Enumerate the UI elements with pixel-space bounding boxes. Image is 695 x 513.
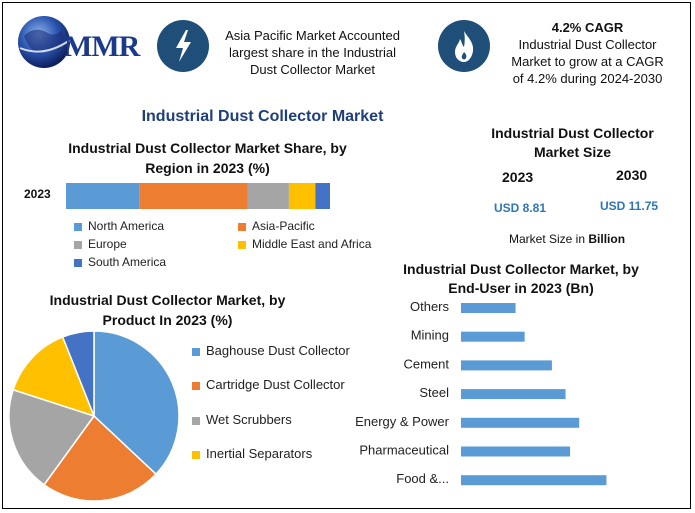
- pie-slice-inertial-separators: [12, 335, 96, 418]
- legend-label: Cartridge Dust Collector: [206, 377, 345, 392]
- pie-slice-baghouse-dust-collector: [93, 330, 180, 476]
- enduser-category-label: Energy & Power: [355, 414, 450, 429]
- enduser-chart-title-line: End-User in 2023 (Bn): [448, 280, 594, 296]
- legend-middle-east-africa: Middle East and Africa: [238, 237, 371, 251]
- legend-north-america: North America: [74, 219, 164, 233]
- market-value-2030: USD 11.75: [600, 199, 659, 213]
- region-segment-europe: [247, 183, 289, 209]
- legend-label: Baghouse Dust Collector: [206, 343, 350, 358]
- legend-asia-pacific: Asia-Pacific: [238, 219, 315, 233]
- legend-south-america: South America: [74, 255, 166, 269]
- enduser-bar-others: [461, 303, 516, 313]
- market-size-note-unit: Billion: [588, 232, 626, 246]
- legend-cartridge: Cartridge Dust Collector: [192, 377, 345, 392]
- legend-swatch: [192, 450, 200, 459]
- info1-line: largest share in the Industrial: [229, 45, 396, 60]
- region-segment-asia-pacific: [139, 183, 248, 209]
- region-bar-category-label: 2023: [24, 187, 51, 201]
- region-segment-middle-east-and-africa: [288, 183, 316, 209]
- info1-line: Dust Collector Market: [250, 62, 375, 77]
- legend-swatch: [192, 347, 200, 356]
- enduser-bar-food-: [461, 475, 607, 486]
- enduser-bar-cement: [461, 360, 552, 371]
- legend-wet-scrubbers: Wet Scrubbers: [192, 412, 292, 427]
- flame-icon: [438, 20, 490, 72]
- main-title: Industrial Dust Collector Market: [141, 108, 384, 125]
- legend-label: Europe: [88, 237, 127, 251]
- enduser-chart-title-line: Industrial Dust Collector Market, by: [403, 261, 639, 277]
- market-year-2030: 2030: [616, 167, 648, 183]
- logo-text: MMR: [64, 30, 140, 63]
- market-size-title-line: Industrial Dust Collector: [491, 125, 654, 141]
- market-value-2023: USD 8.81: [494, 201, 547, 215]
- enduser-category-label: Food &...: [396, 471, 449, 486]
- legend-swatch: [192, 416, 200, 425]
- infographic-frame: [2, 2, 691, 509]
- product-chart-title: Industrial Dust Collector Market, by Pro…: [25, 290, 310, 330]
- info1-line: Asia Pacific Market Accounted: [225, 28, 400, 43]
- region-chart-title-line: Industrial Dust Collector Market Share, …: [68, 140, 347, 156]
- enduser-bar-chart: Others Mining Cement Steel Energy & Power Pha…: [355, 299, 607, 486]
- enduser-chart-title: Industrial Dust Collector Market, by End…: [390, 260, 652, 298]
- legend-swatch: [74, 222, 82, 231]
- product-chart-title-line: Industrial Dust Collector Market, by: [49, 292, 286, 308]
- legend-swatch: [238, 222, 246, 231]
- enduser-bar-steel: [461, 389, 566, 400]
- enduser-bar-pharmaceutical: [461, 446, 571, 457]
- info2-line: Market to grow at a CAGR: [511, 54, 664, 69]
- cagr-title: 4.2% CAGR: [551, 20, 624, 35]
- legend-swatch: [74, 258, 82, 267]
- legend-label: Middle East and Africa: [252, 237, 372, 251]
- region-stacked-bar: [66, 183, 330, 209]
- pie-slice-cartridge-dust-collector: [42, 414, 158, 502]
- pie-slice-other: [61, 330, 95, 417]
- enduser-bar-energy-power: [461, 417, 580, 428]
- enduser-category-label: Steel: [419, 385, 449, 400]
- pie-slice-wet-scrubbers: [8, 388, 96, 486]
- legend-label: Wet Scrubbers: [206, 412, 292, 427]
- product-pie-chart: [8, 330, 180, 502]
- legend-inertial-separators: Inertial Separators: [192, 446, 312, 461]
- legend-label: South America: [88, 255, 167, 269]
- info2-line: of 4.2% during 2024-2030: [512, 71, 663, 86]
- enduser-category-label: Cement: [403, 356, 449, 371]
- legend-baghouse: Baghouse Dust Collector: [192, 343, 350, 358]
- legend-swatch: [74, 240, 82, 249]
- legend-label: North America: [88, 219, 165, 233]
- info2-line: Industrial Dust Collector: [518, 37, 657, 52]
- enduser-category-label: Mining: [411, 328, 449, 343]
- legend-swatch: [238, 240, 246, 249]
- enduser-category-label: Others: [410, 299, 450, 314]
- market-year-2023: 2023: [502, 169, 534, 185]
- market-size-note-text: Market Size in: [509, 232, 589, 246]
- region-chart-title: Industrial Dust Collector Market Share, …: [45, 138, 370, 178]
- product-chart-title-line: Product In 2023 (%): [102, 312, 233, 328]
- region-segment-north-america: [66, 183, 140, 209]
- legend-europe: Europe: [74, 237, 127, 251]
- legend-label: Asia-Pacific: [252, 219, 315, 233]
- info-asia-pacific: Asia Pacific Market Accounted largest sh…: [215, 27, 410, 78]
- region-segment-south-america: [315, 183, 330, 209]
- enduser-category-label: Pharmaceutical: [359, 443, 449, 458]
- market-size-title-line: Market Size: [533, 144, 612, 160]
- enduser-bar-mining: [461, 331, 525, 342]
- region-chart-title-line: Region in 2023 (%): [145, 160, 270, 176]
- info-cagr: 4.2% CAGR Industrial Dust Collector Mark…: [495, 19, 680, 87]
- globe-logo-icon: [18, 16, 71, 68]
- market-size-title: Industrial Dust Collector Market Size: [470, 124, 675, 162]
- legend-label: Inertial Separators: [206, 446, 313, 461]
- lightning-icon: [157, 20, 209, 72]
- legend-swatch: [192, 381, 200, 390]
- market-size-note: Market Size in Billion: [509, 232, 625, 246]
